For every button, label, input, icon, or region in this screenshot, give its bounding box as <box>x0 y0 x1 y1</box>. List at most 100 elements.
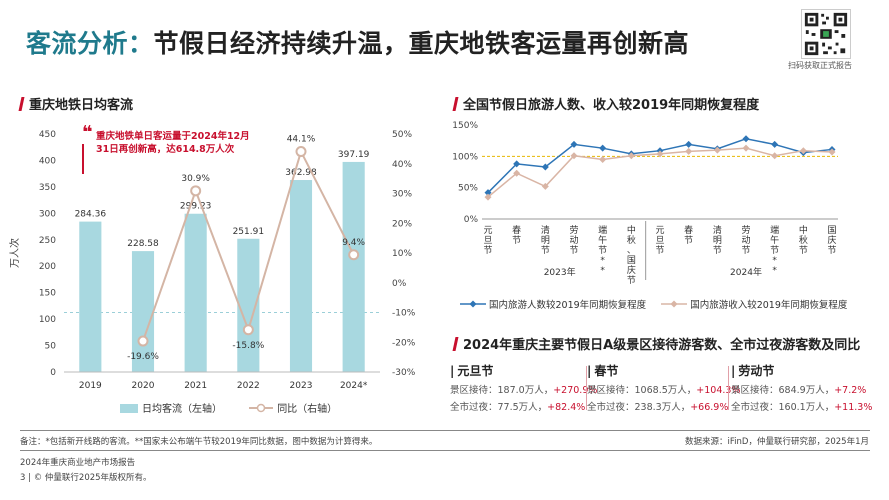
yoy-point <box>190 185 202 197</box>
right-bottom-title-text: 2024年重庆主要节假日A级景区接待游客数、全市过夜游客数及同比 <box>463 338 861 353</box>
legend-line-label: 同比（右轴） <box>277 404 338 415</box>
divider <box>586 366 587 410</box>
tourist-count-point <box>599 144 607 152</box>
page-title: 客流分析：节假日经济持续升温，重庆地铁客运量再创新高 <box>26 24 689 60</box>
x-axis-tick: 2021 <box>184 381 207 391</box>
callout-line <box>82 144 84 174</box>
callout-text: 重庆地铁单日客运量于2024年12月31日再创新高，达614.8万人次 <box>96 131 250 155</box>
scenic-label: 景区接待： <box>450 385 498 396</box>
x-axis-tick: 端午节* * <box>770 224 779 276</box>
scenic-pct: +270.9% <box>553 385 598 396</box>
footer-copyright: 3 | © 仲量联行2025年版权所有。 <box>20 473 152 483</box>
tourist-count-point <box>570 140 578 148</box>
tourist-count-point <box>541 163 549 171</box>
metro-daily-ridership-chart: 0 50 100 150 200 250 300 350 400 450 -30% -20% -10% 0… <box>8 130 416 391</box>
footnote: 备注：*包括新开线路的客流。**国家未公布端午节较2019年同比数据，图中数据为… <box>20 437 378 447</box>
legend-bar-swatch <box>120 404 138 413</box>
tourist-revenue-point <box>771 152 779 160</box>
bar-value-label: 228.58 <box>127 239 159 249</box>
divider <box>728 366 729 410</box>
x-axis-tick: 劳动节 <box>569 224 578 256</box>
bar-value-label: 284.36 <box>75 210 107 220</box>
report-name: 2024年重庆商业地产市场报告 <box>20 458 136 468</box>
right-axis-tick: -20% <box>392 338 416 348</box>
left-axis-tick: 200 <box>39 262 56 272</box>
yoy-label: 44.1% <box>287 135 316 145</box>
yoy-point <box>295 146 307 158</box>
tourist-count-point <box>484 189 492 197</box>
x-axis-tick: 中秋、国庆节 <box>627 224 636 286</box>
overnight-label: 全市过夜： <box>731 402 779 413</box>
x-axis-tick: 劳动节 <box>741 224 750 256</box>
scenic-label: 景区接待： <box>731 385 779 396</box>
left-chart-title: 重庆地铁日均客流 <box>18 94 133 113</box>
data-source: 数据来源：iFinD，仲量联行研究部，2025年1月 <box>685 437 869 447</box>
left-axis-tick: 100 <box>39 315 56 325</box>
ridership-bar <box>131 251 155 372</box>
x-axis-tick: 元旦节 <box>483 226 492 256</box>
overnight-label: 全市过夜： <box>587 402 635 413</box>
y-axis-tick: 0% <box>464 215 479 225</box>
x-axis-tick: 2023 <box>290 381 313 391</box>
left-axis-tick: 50 <box>45 342 57 352</box>
right-axis-tick: 50% <box>392 130 412 140</box>
overnight-value: 238.3万人， <box>634 402 691 413</box>
tourist-count-point <box>513 160 521 168</box>
legend-line-swatch <box>249 403 274 413</box>
title-marker <box>452 97 459 111</box>
qr-code-icon[interactable] <box>801 9 851 59</box>
overnight-value: 77.5万人， <box>497 402 548 413</box>
quote-icon: ❝ <box>82 122 93 143</box>
right-axis-tick: 20% <box>392 219 412 229</box>
legend-count-swatch <box>460 300 486 308</box>
holiday-name: 劳动节 <box>738 364 775 378</box>
x-axis-tick: 2024* <box>340 381 368 391</box>
y-axis-tick: 150% <box>452 121 478 131</box>
title-marker <box>18 97 25 111</box>
left-chart-legend: 日均客流（左轴） 同比（右轴） <box>120 400 337 415</box>
legend-count-label: 国内旅游人数较2019年同期恢复程度 <box>489 300 647 311</box>
yoy-point <box>242 324 254 336</box>
record-callout: ❝ 重庆地铁单日客运量于2024年12月31日再创新高，达614.8万人次 <box>82 124 256 174</box>
yoy-label: -19.6% <box>127 352 159 362</box>
scenic-value: 187.0万人， <box>497 385 554 396</box>
legend-revenue-swatch <box>661 300 688 308</box>
holiday-name: 元旦节 <box>457 364 494 378</box>
yoy-label: 9.4% <box>342 238 365 248</box>
x-axis-tick: 2020 <box>132 381 155 391</box>
tourist-revenue-point <box>713 146 721 154</box>
ridership-bar <box>289 180 313 372</box>
tourist-revenue-point <box>513 169 521 177</box>
tourist-revenue-point <box>541 182 549 190</box>
legend-revenue-label: 国内旅游收入较2019年同期恢复程度 <box>690 300 848 311</box>
left-axis-tick: 250 <box>39 236 56 246</box>
title-main: 节假日经济持续升温，重庆地铁客运量再创新高 <box>153 29 690 58</box>
holiday-block-spring-festival: | 春节 景区接待：1068.5万人，+104.3% 全市过夜：238.3万人，+… <box>587 364 741 413</box>
yoy-point <box>137 335 149 347</box>
title-prefix: 客流分析： <box>26 29 154 58</box>
x-axis-tick: 2019 <box>79 381 102 391</box>
overnight-pct: +11.3% <box>834 402 873 413</box>
group-label: 2024年 <box>730 266 762 278</box>
right-chart-legend: 国内旅游人数较2019年同期恢复程度 国内旅游收入较2019年同期恢复程度 <box>460 297 847 311</box>
tourist-revenue-point <box>799 147 807 155</box>
right-top-chart-title-text: 全国节假日旅游人数、收入较2019年同期恢复程度 <box>463 98 760 113</box>
group-label: 2023年 <box>544 266 576 278</box>
right-axis-tick: -10% <box>392 309 416 319</box>
x-axis-tick: 春节 <box>684 224 693 246</box>
tourist-revenue-point <box>570 152 578 160</box>
yoy-point <box>348 249 360 261</box>
scenic-pct: +7.2% <box>834 385 867 396</box>
notes-divider <box>20 430 870 431</box>
right-axis-tick: 10% <box>392 249 412 259</box>
overnight-label: 全市过夜： <box>450 402 498 413</box>
tourist-revenue-point <box>828 148 836 156</box>
bar-value-label: 397.19 <box>338 150 370 160</box>
tourist-count-point <box>742 135 750 143</box>
overnight-pct: +66.9% <box>690 402 729 413</box>
left-axis-tick: 0 <box>50 368 56 378</box>
left-axis-label: 万人次 <box>8 238 21 268</box>
x-axis-tick: 端午节* * <box>598 224 607 276</box>
footer-divider <box>20 450 870 451</box>
scenic-value: 1068.5万人， <box>634 385 697 396</box>
